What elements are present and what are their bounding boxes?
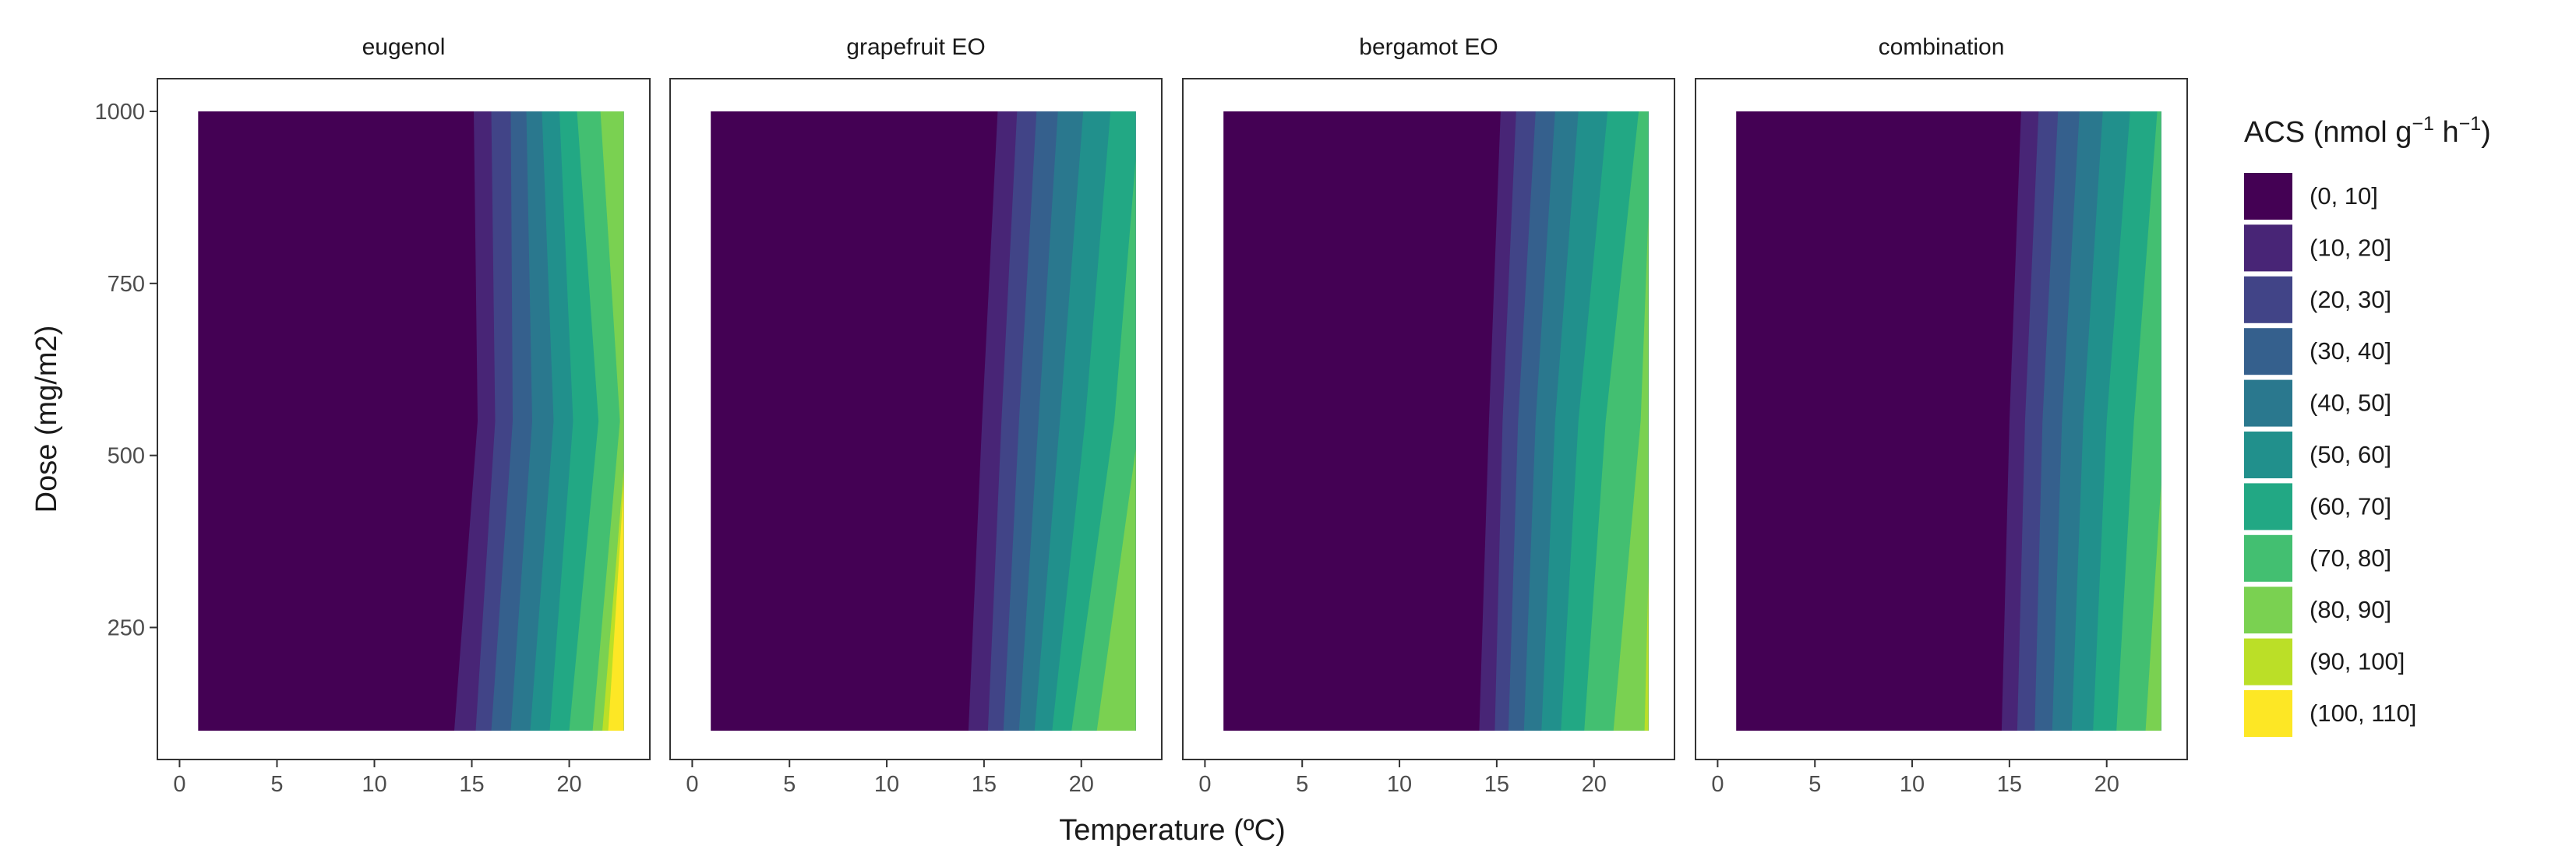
contour-band-9 bbox=[2165, 107, 2224, 735]
x-tick-label: 0 bbox=[1711, 772, 1724, 797]
legend-key bbox=[2244, 173, 2292, 220]
x-tick-label: 20 bbox=[2094, 772, 2119, 797]
legend-key bbox=[2244, 638, 2292, 685]
x-tick-label: 5 bbox=[1808, 772, 1821, 797]
facet-title: grapefruit EO bbox=[846, 34, 985, 60]
contour-bands bbox=[1223, 107, 1711, 735]
x-tick-label: 10 bbox=[874, 772, 899, 797]
x-tick-label: 15 bbox=[459, 772, 484, 797]
facet-panel-2: grapefruit EO 0 5 10 15 20 bbox=[669, 34, 1198, 797]
x-axis-title: Temperature (ºC) bbox=[1059, 814, 1286, 847]
legend-key bbox=[2244, 276, 2292, 323]
x-tick-label: 10 bbox=[362, 772, 386, 797]
legend-label: (50, 60] bbox=[2310, 441, 2391, 468]
legend-label: (10, 20] bbox=[2310, 234, 2391, 261]
x-tick-label: 0 bbox=[173, 772, 185, 797]
contour-band-9 bbox=[1644, 575, 1649, 731]
y-tick-label: 500 bbox=[108, 444, 145, 469]
legend-key bbox=[2244, 328, 2292, 375]
legend-label: (20, 30] bbox=[2310, 286, 2391, 313]
facet-title: combination bbox=[1879, 34, 2005, 60]
x-tick-label: 15 bbox=[1484, 772, 1509, 797]
contour-band-8 bbox=[2145, 482, 2161, 731]
panel-border bbox=[669, 78, 1163, 760]
y-tick-label: 750 bbox=[108, 272, 145, 297]
legend-label: (40, 50] bbox=[2310, 389, 2391, 417]
contour-bands bbox=[711, 107, 1198, 735]
contour-band-10 bbox=[1140, 107, 1198, 735]
panel-border bbox=[1695, 78, 2188, 760]
facet-title: bergamot EO bbox=[1359, 34, 1498, 60]
contour-band-10 bbox=[608, 483, 624, 731]
panel-border bbox=[1182, 78, 1675, 760]
x-tick-label: 0 bbox=[1198, 772, 1211, 797]
legend-label: (100, 110] bbox=[2310, 700, 2416, 727]
contour-band-8 bbox=[1613, 214, 1649, 731]
contour-band-8 bbox=[1096, 449, 1136, 731]
contour-bands bbox=[198, 111, 624, 731]
legend-label: (90, 100] bbox=[2310, 648, 2405, 675]
legend-title: ACS (nmol g−1 h−1) bbox=[2244, 113, 2491, 149]
facet-panel-1: eugenol 0 5 10 15 20 250 500 750 1000 bbox=[94, 34, 651, 797]
legend-key bbox=[2244, 690, 2292, 737]
x-tick-label: 15 bbox=[1997, 772, 2022, 797]
legend-key bbox=[2244, 379, 2292, 427]
x-tick-label: 20 bbox=[1582, 772, 1607, 797]
legend-label: (70, 80] bbox=[2310, 545, 2391, 572]
facet-title: eugenol bbox=[362, 34, 446, 60]
legend: ACS (nmol g−1 h−1) (0, 10] (10, 20] (20, 30… bbox=[2244, 113, 2491, 737]
legend-key bbox=[2244, 432, 2292, 478]
contour-band-9 bbox=[1140, 107, 1198, 735]
legend-key bbox=[2244, 483, 2292, 530]
x-tick-label: 20 bbox=[556, 772, 581, 797]
legend-key bbox=[2244, 224, 2292, 272]
panel-border bbox=[157, 78, 651, 760]
y-tick-label: 1000 bbox=[94, 100, 145, 125]
legend-label: (0, 10] bbox=[2310, 182, 2378, 210]
x-tick-label: 5 bbox=[270, 772, 283, 797]
y-axis-title: Dose (mg/m2) bbox=[30, 326, 63, 513]
x-tick-label: 20 bbox=[1069, 772, 1094, 797]
legend-key bbox=[2244, 587, 2292, 634]
facet-panel-4: combination 0 5 10 15 20 bbox=[1695, 34, 2224, 797]
legend-label: (60, 70] bbox=[2310, 492, 2391, 520]
legend-key bbox=[2244, 534, 2292, 582]
legend-label: (30, 40] bbox=[2310, 337, 2391, 365]
x-tick-label: 15 bbox=[972, 772, 997, 797]
x-tick-label: 5 bbox=[1296, 772, 1308, 797]
facet-panel-3: bergamot EO 0 5 10 15 20 bbox=[1182, 34, 1711, 797]
x-tick-label: 0 bbox=[686, 772, 698, 797]
y-tick-label: 250 bbox=[108, 616, 145, 641]
legend-label: (80, 90] bbox=[2310, 596, 2391, 623]
contour-bands bbox=[1736, 107, 2224, 735]
contour-band-10 bbox=[1653, 107, 1711, 735]
x-tick-label: 5 bbox=[783, 772, 796, 797]
contour-band-7 bbox=[2116, 111, 2161, 731]
contour-band-10 bbox=[2165, 107, 2224, 735]
x-tick-label: 10 bbox=[1900, 772, 1925, 797]
x-tick-label: 10 bbox=[1387, 772, 1412, 797]
